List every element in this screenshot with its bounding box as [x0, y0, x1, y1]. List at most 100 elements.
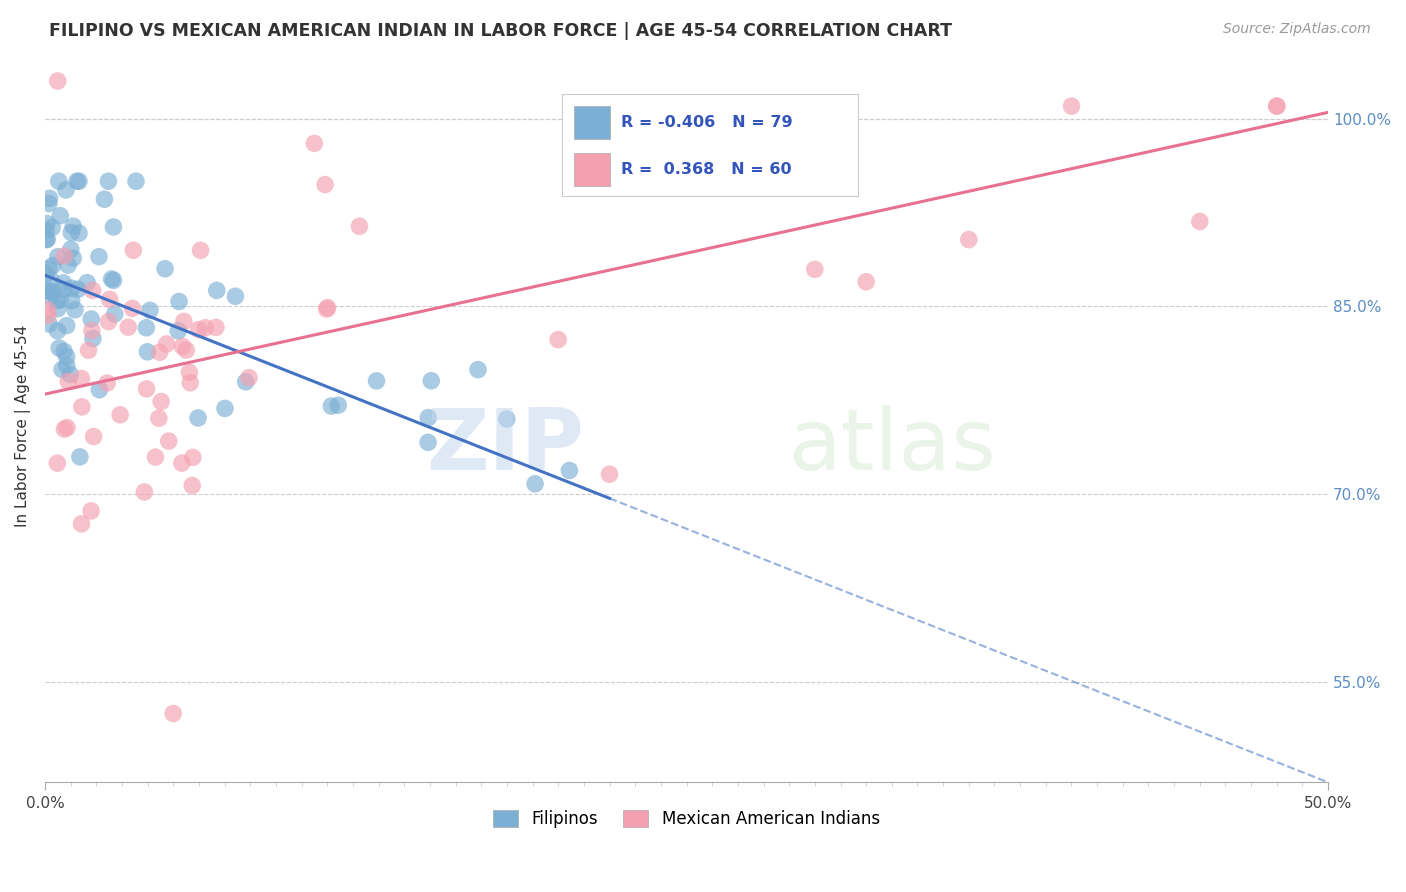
Point — [1265, 99, 1288, 113]
Text: atlas: atlas — [789, 405, 997, 488]
Point — [39, 284, 62, 298]
Point — [752, 99, 775, 113]
Point — [49, 293, 72, 307]
Point — [35, 267, 58, 281]
Point — [145, 450, 167, 464]
Legend: Filipinos, Mexican American Indians: Filipinos, Mexican American Indians — [486, 803, 886, 835]
Point — [97, 315, 120, 329]
Point — [38, 196, 60, 211]
Point — [37, 308, 59, 322]
Point — [62, 251, 84, 265]
Point — [46, 324, 69, 338]
Point — [136, 344, 159, 359]
Point — [495, 412, 517, 426]
Point — [49, 209, 72, 223]
Point — [804, 262, 827, 277]
Point — [149, 345, 172, 359]
Point — [58, 375, 80, 389]
Point — [558, 463, 581, 477]
Point — [190, 244, 212, 258]
Point — [139, 303, 162, 318]
Text: R =  0.368   N = 60: R = 0.368 N = 60 — [621, 162, 792, 178]
Text: FILIPINO VS MEXICAN AMERICAN INDIAN IN LABOR FORCE | AGE 45-54 CORRELATION CHART: FILIPINO VS MEXICAN AMERICAN INDIAN IN L… — [49, 22, 952, 40]
Point — [418, 435, 440, 450]
Point — [48, 341, 70, 355]
Point — [35, 217, 58, 231]
Point — [148, 411, 170, 425]
Point — [524, 476, 547, 491]
Point — [155, 337, 177, 351]
Point — [179, 376, 201, 390]
Point — [38, 191, 60, 205]
Point — [179, 365, 201, 379]
Point — [1060, 99, 1083, 113]
Point — [547, 333, 569, 347]
Point — [70, 371, 93, 385]
Point — [42, 285, 65, 300]
Point — [60, 293, 83, 308]
Point — [304, 136, 326, 151]
Point — [214, 401, 236, 416]
Point — [467, 362, 489, 376]
Point — [96, 376, 118, 390]
FancyBboxPatch shape — [574, 106, 610, 139]
Point — [51, 362, 73, 376]
Point — [46, 250, 69, 264]
Point — [135, 382, 157, 396]
Point — [224, 289, 246, 303]
Point — [56, 420, 79, 434]
Point — [38, 289, 60, 303]
Point — [76, 276, 98, 290]
Point — [45, 293, 67, 308]
Point — [1265, 99, 1288, 113]
FancyBboxPatch shape — [574, 153, 610, 186]
Point — [80, 312, 103, 326]
Point — [69, 450, 91, 464]
Point — [121, 301, 143, 316]
Point — [134, 485, 156, 500]
Point — [66, 174, 89, 188]
Point — [55, 183, 77, 197]
Point — [314, 178, 336, 192]
Point — [52, 282, 75, 296]
Point — [349, 219, 371, 234]
Point — [41, 220, 63, 235]
Point — [46, 74, 69, 88]
Point — [53, 249, 76, 263]
Point — [100, 272, 122, 286]
Point — [59, 242, 82, 256]
Point — [108, 408, 131, 422]
Point — [194, 321, 217, 335]
Point — [62, 219, 84, 234]
Point — [59, 368, 82, 382]
Point — [153, 261, 176, 276]
Point — [104, 307, 127, 321]
Point — [135, 320, 157, 334]
Point — [167, 294, 190, 309]
Point — [82, 332, 104, 346]
Point — [181, 450, 204, 465]
Text: Source: ZipAtlas.com: Source: ZipAtlas.com — [1223, 22, 1371, 37]
Point — [103, 219, 125, 234]
Point — [35, 224, 58, 238]
Point — [328, 398, 350, 412]
Point — [60, 281, 83, 295]
Point — [173, 314, 195, 328]
Point — [150, 394, 173, 409]
Point — [41, 259, 63, 273]
Text: ZIP: ZIP — [426, 405, 583, 488]
Point — [418, 410, 440, 425]
Point — [176, 343, 198, 358]
Point — [38, 261, 60, 276]
Point — [167, 324, 190, 338]
Point — [103, 273, 125, 287]
Point — [55, 350, 77, 364]
Point — [162, 706, 184, 721]
Point — [67, 226, 90, 240]
Point — [170, 456, 193, 470]
Text: R = -0.406   N = 79: R = -0.406 N = 79 — [621, 115, 793, 130]
Point — [957, 233, 980, 247]
Point — [238, 370, 260, 384]
Point — [98, 293, 121, 307]
Point — [82, 284, 104, 298]
